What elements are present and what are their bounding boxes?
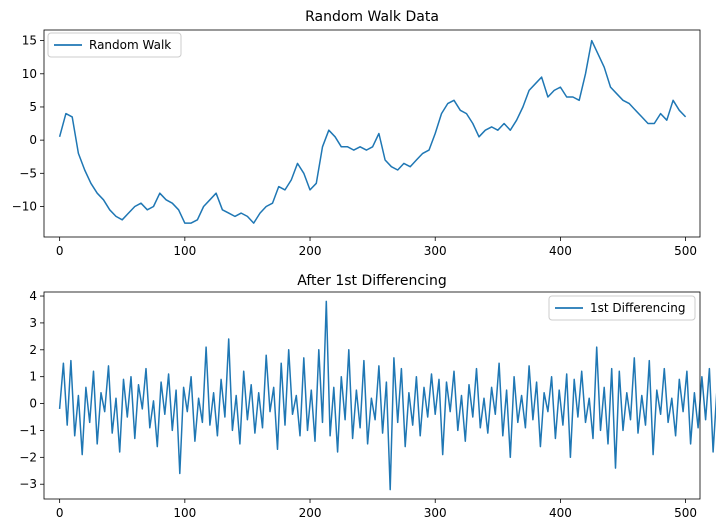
first-differencing-y-tick-label: −3 — [19, 477, 37, 491]
first-differencing-x-axis: 0 100 200 300 400 500 — [56, 499, 697, 520]
first-differencing-y-tick-label: 3 — [29, 316, 37, 330]
random-walk-title: Random Walk Data — [305, 9, 439, 25]
random-walk-axes-frame — [43, 29, 701, 238]
random-walk-legend-box — [47, 32, 182, 58]
random-walk-x-tick-label: 500 — [674, 244, 697, 258]
first-differencing-x-tick-label: 200 — [299, 506, 322, 520]
first-differencing-legend-label: 1st Differencing — [590, 301, 685, 315]
first-differencing-legend-box — [548, 295, 696, 321]
first-differencing-line — [58, 300, 716, 491]
first-differencing-y-tick-label: 1 — [29, 370, 37, 384]
first-differencing-y-tick-label: −1 — [19, 423, 37, 437]
random-walk-x-tick-label: 300 — [424, 244, 447, 258]
random-walk-legend-label: Random Walk — [89, 38, 171, 52]
first-differencing-y-tick-label: −2 — [19, 450, 37, 464]
first-differencing-x-tick-label: 300 — [424, 506, 447, 520]
random-walk-x-axis: 0 100 200 300 400 500 — [56, 237, 697, 258]
random-walk-legend: Random Walk — [47, 32, 182, 58]
random-walk-y-tick-label: 15 — [22, 34, 37, 48]
first-differencing-axes-frame — [43, 291, 701, 500]
random-walk-y-tick-label: 0 — [29, 133, 37, 147]
random-walk-x-tick-label: 200 — [299, 244, 322, 258]
first-differencing-x-tick-label: 500 — [674, 506, 697, 520]
random-walk-x-tick-label: 100 — [173, 244, 196, 258]
random-walk-y-tick-label: 10 — [22, 67, 37, 81]
random-walk-y-tick-label: −10 — [12, 199, 37, 213]
first-differencing-x-tick-label: 100 — [173, 506, 196, 520]
first-differencing-legend: 1st Differencing — [548, 295, 696, 321]
first-differencing-y-axis: −3 −2 −1 0 1 2 3 4 — [19, 289, 44, 491]
random-walk-y-axis: −10 −5 0 5 10 15 — [12, 34, 44, 213]
random-walk-x-tick-label: 0 — [56, 244, 64, 258]
random-walk-y-tick-label: −5 — [19, 166, 37, 180]
random-walk-line — [58, 39, 687, 224]
first-differencing-title: After 1st Differencing — [297, 273, 446, 289]
first-differencing-y-tick-label: 4 — [29, 289, 37, 303]
first-differencing-y-tick-label: 2 — [29, 343, 37, 357]
random-walk-plot: Random Walk Data 0 100 200 300 400 500 −10−50… — [12, 9, 701, 258]
first-differencing-plot: After 1st Differencing 0 100 200 300 400 500 … — [19, 273, 716, 520]
first-differencing-x-tick-label: 400 — [549, 506, 572, 520]
random-walk-x-tick-label: 400 — [549, 244, 572, 258]
first-differencing-y-tick-label: 0 — [29, 397, 37, 411]
random-walk-y-tick-label: 5 — [29, 100, 37, 114]
first-differencing-x-tick-label: 0 — [56, 506, 64, 520]
